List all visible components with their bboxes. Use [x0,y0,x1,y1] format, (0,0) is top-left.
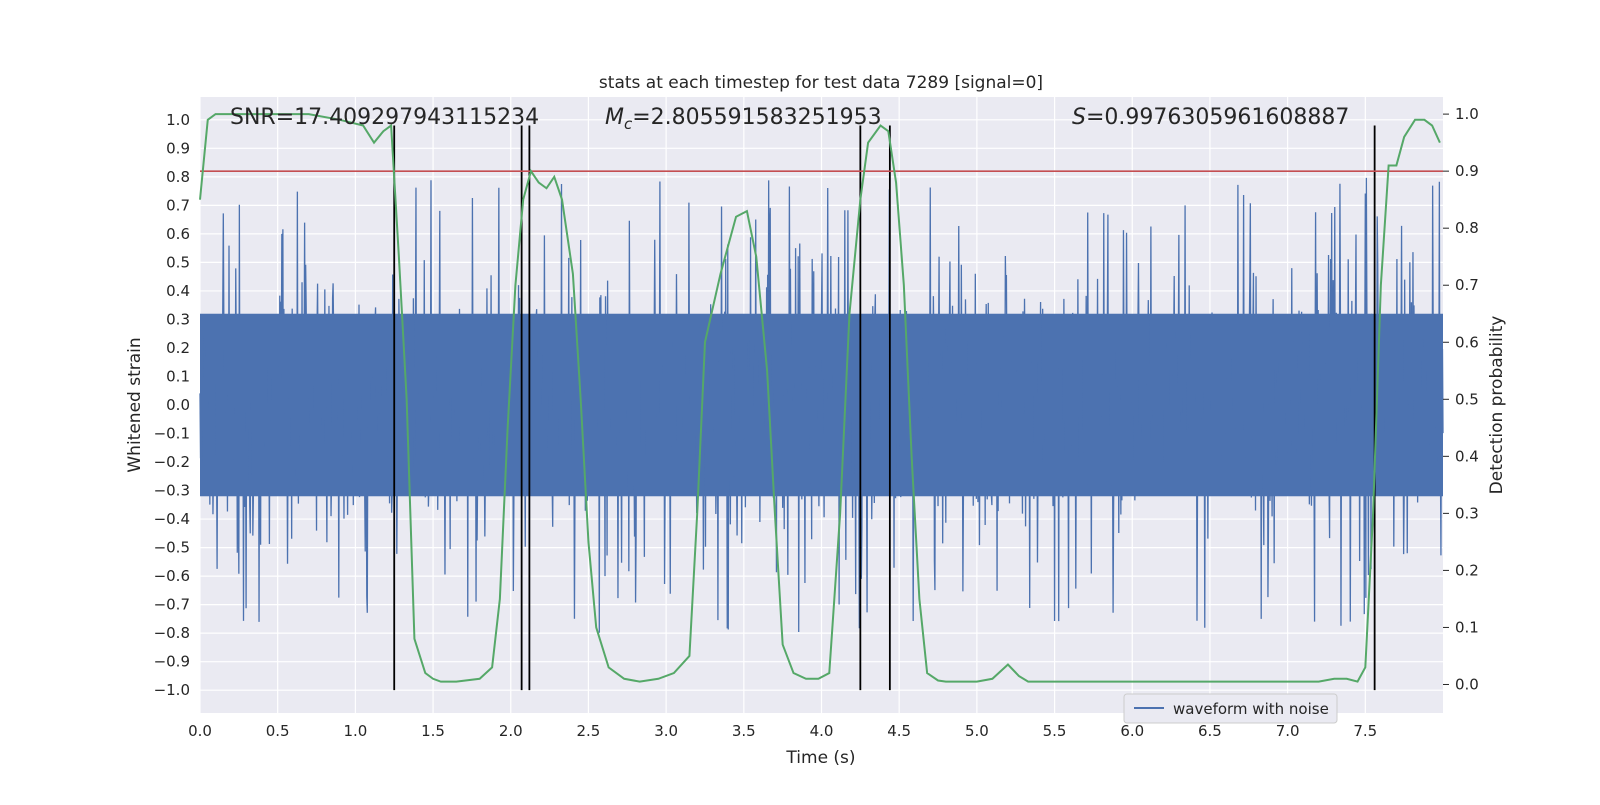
chirp-mass-annotation: Mc=2.805591583251953 [605,105,882,133]
y-right-tick-label: 0.9 [1455,162,1479,180]
y-left-tick-label: −0.5 [154,539,190,557]
y-left-tick-label: −0.2 [154,453,190,471]
y-left-tick-label: 0.0 [166,396,190,414]
y-right-tick-label: 0.1 [1455,618,1479,636]
x-tick-label: 6.0 [1120,722,1144,740]
x-tick-label: 0.0 [188,722,212,740]
x-axis-label: Time (s) [785,748,855,768]
legend-label-waveform: waveform with noise [1173,700,1329,718]
chirp-mass-value: =2.805591583251953 [632,105,881,130]
probability-line [199,113,1441,683]
score-value: =0.9976305961608887 [1086,105,1349,130]
y-left-tick-label: 0.8 [166,168,190,186]
y-left-tick-label: 0.6 [166,225,190,243]
y-left-tick-label: 0.3 [166,310,190,328]
snr-annotation: SNR=17.409297943115234 [230,105,539,130]
x-tick-label: 0.5 [266,722,290,740]
y-right-tick-label: 0.7 [1455,276,1479,294]
y-axis-label-left: Whitened strain [125,337,145,472]
score-annotation: S=0.9976305961608887 [1072,105,1349,130]
y-right-tick-label: 0.5 [1455,390,1479,408]
probability-series [199,113,1441,683]
y-left-tick-label: 0.7 [166,196,190,214]
y-left-tick-label: −0.3 [154,482,190,500]
y-left-tick-label: 0.1 [166,367,190,385]
x-tick-label: 7.0 [1276,722,1300,740]
y-left-tick-label: −0.6 [154,567,190,585]
x-tick-label: 1.0 [343,722,367,740]
y-left-tick-label: 0.2 [166,339,190,357]
legend-box [1123,693,1338,724]
y-left-tick-label: −0.8 [154,624,190,642]
x-tick-label: 5.5 [1043,722,1067,740]
x-tick-label: 1.5 [421,722,445,740]
x-tick-label: 2.5 [577,722,601,740]
y-axis-label-right: Detection probability [1487,316,1507,495]
y-right-tick-label: 0.6 [1455,333,1479,351]
legend: waveform with noise [1123,693,1338,724]
y-left-tick-label: −0.4 [154,510,190,528]
chart-title: stats at each timestep for test data 728… [599,73,1043,93]
y-left-tick-label: 0.4 [166,282,190,300]
axis-ticks: 0.0 0.5 1.0 1.5 2.0 2.5 3.0 3.5 4.0 4.5 5.0 5.5 6.0 6… [154,105,1479,740]
x-tick-label: 3.0 [654,722,678,740]
x-tick-label: 4.0 [810,722,834,740]
y-left-tick-label: 1.0 [166,111,190,129]
y-left-tick-label: −1.0 [154,681,190,699]
y-right-tick-label: 0.4 [1455,447,1479,465]
x-tick-label: 5.0 [965,722,989,740]
chirp-mass-subscript: c [624,115,633,133]
x-tick-label: 3.5 [732,722,756,740]
y-right-tick-label: 0.2 [1455,561,1479,579]
y-left-tick-label: 0.9 [166,139,190,157]
x-tick-label: 4.5 [887,722,911,740]
y-right-tick-label: 1.0 [1455,105,1479,123]
y-right-tick-label: 0.0 [1455,675,1479,693]
score-symbol: S [1072,105,1086,130]
y-left-tick-label: −0.9 [154,653,190,671]
x-tick-label: 7.5 [1353,722,1377,740]
y-right-tick-label: 0.3 [1455,504,1479,522]
chirp-mass-symbol: M [605,105,624,130]
x-tick-label: 6.5 [1198,722,1222,740]
y-left-tick-label: −0.1 [154,425,190,443]
waveform-line [199,177,1444,633]
y-left-tick-label: 0.5 [166,253,190,271]
y-right-tick-label: 0.8 [1455,219,1479,237]
y-left-tick-label: −0.7 [154,596,190,614]
x-tick-label: 2.0 [499,722,523,740]
